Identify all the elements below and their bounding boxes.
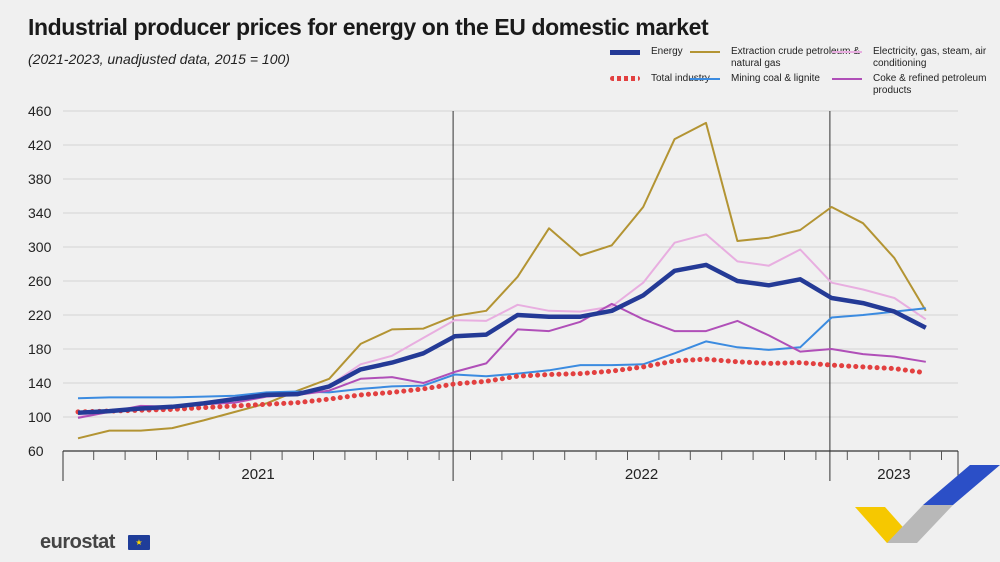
y-tick-label: 220 [28, 307, 52, 323]
y-tick-label: 180 [28, 341, 52, 357]
legend-label: Mining coal & lignite [731, 73, 820, 84]
y-tick-label: 60 [28, 443, 44, 459]
x-period-label: 2023 [877, 466, 910, 483]
legend-label: Electricity, gas, steam, air conditionin… [873, 46, 987, 69]
series-line-total-industry [75, 356, 929, 415]
y-tick-label: 260 [28, 273, 52, 289]
chart-legend: Energy Total industry Extraction crude p… [610, 44, 995, 104]
y-tick-label: 380 [28, 171, 52, 187]
decorative-chevron-icon [855, 465, 1000, 543]
chart-title: Industrial producer prices for energy on… [28, 14, 709, 40]
legend-swatch-energy [610, 50, 640, 55]
y-tick-label: 140 [28, 375, 52, 391]
legend-swatch-extraction [690, 51, 720, 53]
legend-label: Coke & refined petroleum products [873, 73, 987, 96]
legend-label: Total industry [651, 73, 710, 84]
y-tick-label: 340 [28, 205, 52, 221]
series-line-extraction-crude-petroleum-natural-gas [77, 121, 927, 440]
legend-swatch-mining-coal [690, 78, 720, 80]
legend-swatch-total-industry [610, 76, 640, 81]
eu-flag-icon: ★ [128, 535, 150, 550]
legend-swatch-coke [832, 78, 862, 80]
x-period-label: 2021 [241, 466, 274, 483]
y-tick-label: 100 [28, 409, 52, 425]
y-tick-label: 300 [28, 239, 52, 255]
chart-subtitle: (2021-2023, unadjusted data, 2015 = 100) [28, 51, 290, 67]
x-period-label: 2022 [625, 466, 658, 483]
legend-swatch-electricity [832, 51, 862, 53]
y-tick-label: 420 [28, 137, 52, 153]
y-tick-label: 460 [28, 103, 52, 119]
legend-label: Energy [651, 46, 683, 57]
eurostat-logo: eurostat [40, 531, 115, 553]
series-line-energy [77, 262, 927, 416]
legend-label: Extraction crude petroleum & natural gas [731, 46, 860, 69]
series-line-mining-coal-lignite [77, 307, 926, 400]
